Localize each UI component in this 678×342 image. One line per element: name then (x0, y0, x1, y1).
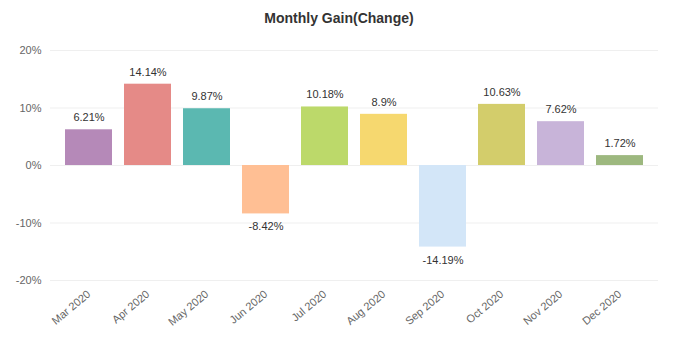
svg-text:10.63%: 10.63% (483, 86, 521, 98)
svg-text:0%: 0% (26, 159, 42, 171)
svg-text:10.18%: 10.18% (306, 88, 344, 100)
svg-text:Jun 2020: Jun 2020 (227, 288, 269, 326)
svg-text:Nov 2020: Nov 2020 (521, 288, 565, 327)
svg-text:-14.19%: -14.19% (423, 254, 464, 266)
svg-text:Apr 2020: Apr 2020 (110, 288, 152, 326)
svg-text:May 2020: May 2020 (166, 288, 211, 328)
svg-text:7.62%: 7.62% (545, 103, 576, 115)
svg-text:-8.42%: -8.42% (249, 220, 284, 232)
svg-text:Dec 2020: Dec 2020 (580, 288, 624, 327)
svg-text:Aug 2020: Aug 2020 (344, 288, 388, 327)
svg-text:6.21%: 6.21% (73, 111, 104, 123)
svg-text:9.87%: 9.87% (191, 90, 222, 102)
svg-text:14.14%: 14.14% (129, 66, 167, 78)
svg-text:-10%: -10% (16, 217, 42, 229)
svg-text:Mar 2020: Mar 2020 (49, 288, 92, 327)
svg-text:Sep 2020: Sep 2020 (403, 288, 447, 327)
svg-text:-20%: -20% (16, 274, 42, 286)
svg-text:20%: 20% (19, 44, 41, 56)
svg-text:1.72%: 1.72% (604, 137, 635, 149)
svg-text:Oct 2020: Oct 2020 (464, 288, 506, 326)
html-text:Monthly Gain(Change): Monthly Gain(Change) (264, 10, 414, 26)
svg-text:8.9%: 8.9% (371, 96, 396, 108)
svg-text:10%: 10% (19, 102, 41, 114)
svg-text:Jul 2020: Jul 2020 (289, 288, 329, 324)
